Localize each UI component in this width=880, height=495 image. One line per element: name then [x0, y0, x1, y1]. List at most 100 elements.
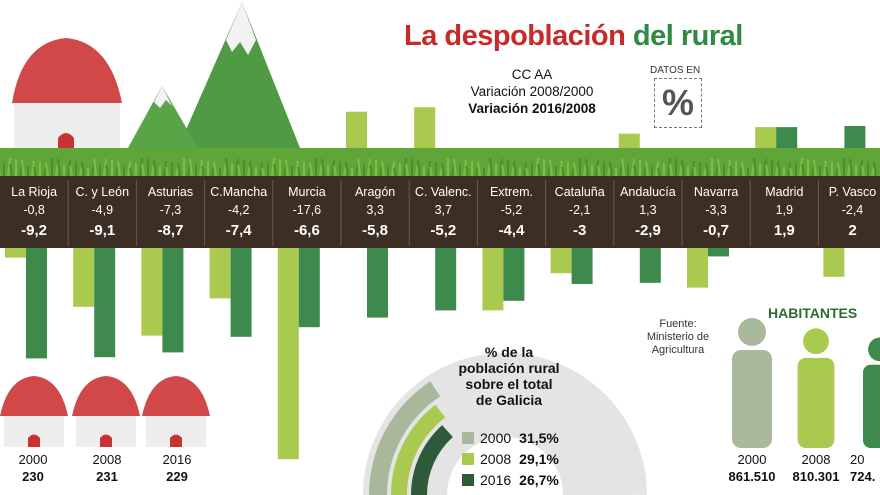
- legend-line-2: Variación 2008/2000: [470, 84, 594, 99]
- value-2016-2008: -7,4: [226, 222, 253, 239]
- region-labels-group: La Rioja -0,8 -9,2 C. y León -4,9 -9,1 Asturia…: [11, 185, 876, 239]
- value-2016-2008: -9,2: [21, 222, 47, 239]
- person-icon: [797, 328, 835, 448]
- bar-2008-2000-9: [618, 133, 640, 148]
- semicircle-title-line: de Galicia: [475, 392, 543, 408]
- legend-value: 31,5%: [519, 430, 559, 446]
- houses-value: 230: [22, 469, 44, 484]
- legend-box: CC AA Variación 2008/2000 Variación 2016…: [452, 66, 612, 117]
- habitantes-value: 724.: [850, 469, 876, 484]
- mountains-illustration: [128, 2, 300, 148]
- legend-year: 2000: [480, 430, 512, 446]
- habitantes-caption: 20 724.: [850, 451, 880, 485]
- value-2008-2000: 1,9: [776, 203, 793, 217]
- datos-label: DATOS EN: [650, 65, 701, 76]
- region-name: Navarra: [694, 185, 739, 199]
- grass-texture: [0, 157, 877, 177]
- region-name: La Rioja: [11, 185, 57, 199]
- bar-2016-2008-4: [298, 248, 320, 328]
- legend-swatch: [462, 453, 474, 465]
- bar-2008-2000-3: [209, 248, 231, 299]
- title-part-green: del rural: [632, 20, 743, 52]
- value-2008-2000: 3,7: [435, 203, 452, 217]
- legend-value: 29,1%: [519, 451, 559, 467]
- semicircle-ring-2016: [411, 425, 453, 495]
- bars-group: [5, 107, 866, 460]
- habitantes-caption: 2000 861.510: [724, 451, 780, 485]
- person-icon: [732, 318, 772, 448]
- houses-caption: 2008 231: [82, 451, 132, 485]
- value-2016-2008: -2,9: [635, 222, 661, 239]
- region-name: Murcia: [288, 185, 326, 199]
- column-dividers: [67, 180, 819, 246]
- houses-value: 229: [166, 469, 188, 484]
- source-note: Fuente: Ministerio de Agricultura: [638, 318, 718, 357]
- region-name: Madrid: [765, 185, 803, 199]
- percent-symbol: %: [661, 82, 694, 123]
- bar-2016-2008-2: [162, 248, 184, 353]
- habitantes-year: 2008: [801, 452, 831, 467]
- percent-icon: %: [654, 78, 702, 128]
- bar-2016-2008-7: [503, 248, 525, 301]
- small-house-icon: [0, 376, 68, 447]
- houses-year: 2008: [92, 452, 122, 467]
- legend-value: 26,7%: [519, 472, 559, 488]
- value-2016-2008: 2: [848, 222, 856, 239]
- small-house-icon: [72, 376, 140, 447]
- region-name: C. Valenc.: [415, 185, 472, 199]
- semicircle-ring-2000: [369, 381, 441, 495]
- region-name: Cataluña: [555, 185, 605, 199]
- value-2008-2000: -2,1: [569, 203, 591, 217]
- habitantes-value: 810.301: [792, 469, 840, 484]
- habitantes-value: 861.510: [728, 469, 776, 484]
- bar-2008-2000-1: [73, 248, 95, 307]
- value-2008-2000: -2,4: [842, 203, 864, 217]
- bar-2008-2000-6: [414, 107, 436, 148]
- legend-line-1: CC AA: [511, 67, 553, 82]
- bar-2016-2008-12: [844, 126, 866, 148]
- habitantes-title: HABITANTES: [768, 305, 858, 321]
- title-part-red: La despoblación: [404, 20, 626, 52]
- bar-2016-2008-9: [639, 248, 661, 283]
- bar-2008-2000-5: [346, 111, 367, 148]
- houses-caption: 2016 229: [152, 451, 202, 485]
- source-line-3: Agricultura: [651, 344, 705, 356]
- legend-swatch: [462, 432, 474, 444]
- bar-2016-2008-8: [571, 248, 593, 284]
- bar-2016-2008-3: [230, 248, 252, 337]
- house-illustration: [12, 38, 122, 150]
- bar-2008-2000-7: [482, 248, 504, 311]
- region-name: Asturias: [148, 185, 193, 199]
- region-name: Aragón: [355, 185, 395, 199]
- value-2016-2008: -9,1: [89, 222, 115, 239]
- semicircle-legend-item: 2008 29,1%: [462, 451, 559, 467]
- bar-2008-2000-10: [687, 248, 708, 288]
- value-2016-2008: 1,9: [774, 222, 795, 239]
- value-2008-2000: -0,8: [23, 203, 45, 217]
- region-name: Andalucía: [620, 185, 676, 199]
- habitantes-year: 20: [850, 452, 865, 467]
- value-2008-2000: -4,2: [228, 203, 250, 217]
- page-title: La despoblación del rural: [404, 20, 743, 53]
- grass-band: [0, 148, 880, 176]
- value-2016-2008: -6,6: [294, 222, 320, 239]
- bar-2016-2008-1: [94, 248, 116, 358]
- bar-2016-2008-0: [26, 248, 47, 359]
- semicircle-ring-2008: [391, 404, 446, 495]
- bar-2016-2008-11: [776, 127, 798, 148]
- bar-2008-2000-12: [823, 248, 845, 277]
- value-2016-2008: -4,4: [499, 222, 526, 239]
- houses-value: 231: [96, 469, 118, 484]
- value-2008-2000: -4,9: [92, 203, 114, 217]
- value-2008-2000: -7,3: [160, 203, 182, 217]
- region-name: C. y León: [76, 185, 130, 199]
- semicircle-title: % de la población rural sobre el total d…: [444, 344, 574, 408]
- legend-year: 2008: [480, 451, 512, 467]
- value-2008-2000: 1,3: [639, 203, 656, 217]
- bar-2016-2008-5: [367, 248, 388, 318]
- habitantes-caption: 2008 810.301: [788, 451, 844, 485]
- source-line-1: Fuente:: [659, 318, 697, 330]
- houses-caption: 2000 230: [8, 451, 58, 485]
- semicircle-title-line: % de la: [484, 344, 534, 360]
